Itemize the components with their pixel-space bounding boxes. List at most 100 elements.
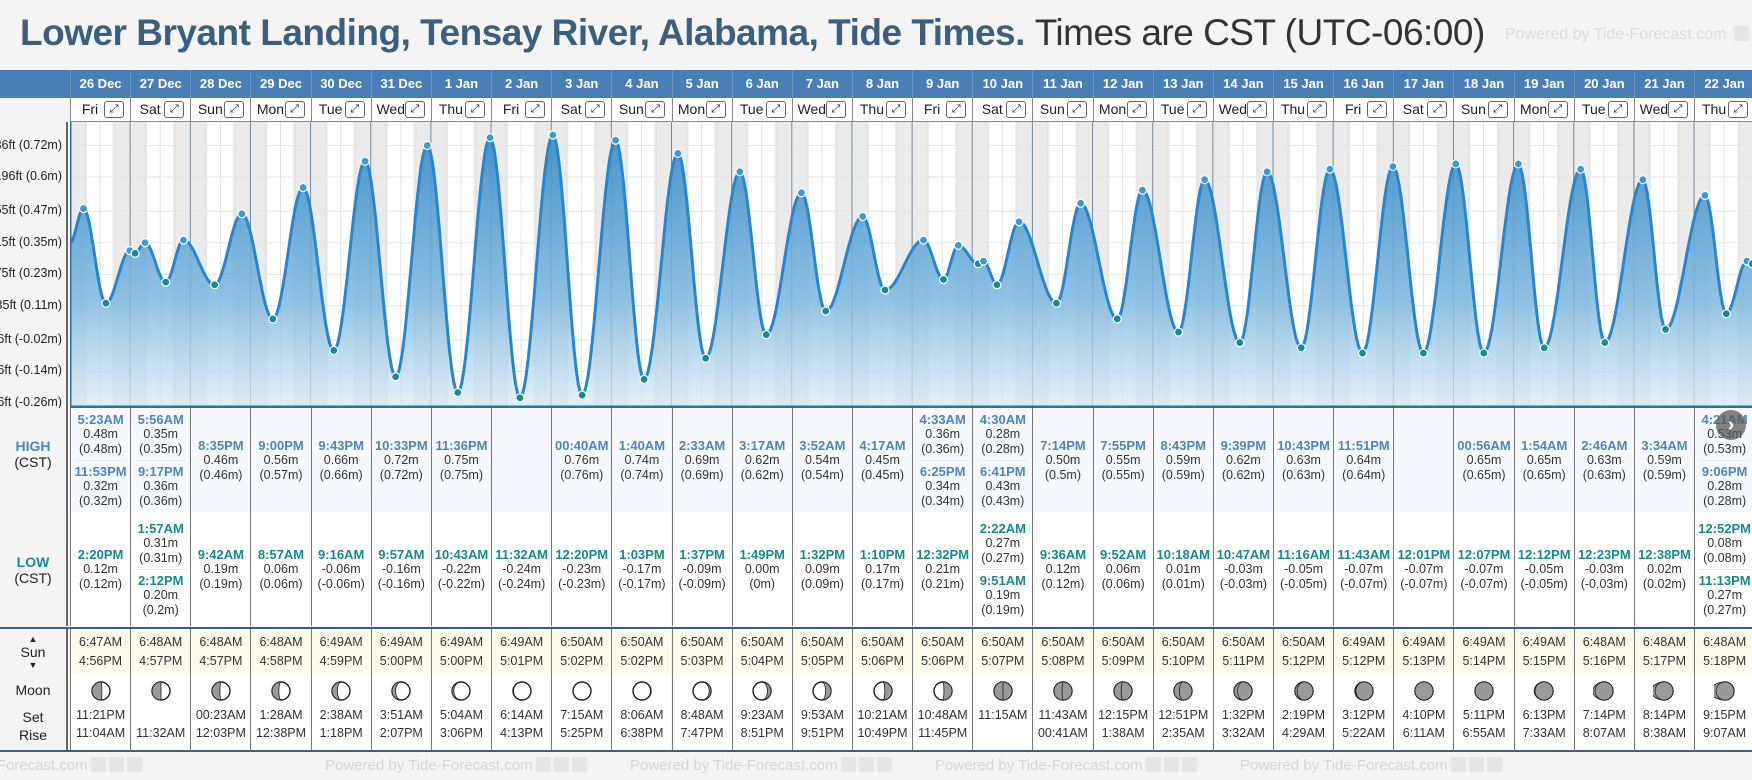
tide-height-alt: (-0.24m) <box>498 576 546 591</box>
boat-logo-icon <box>1181 757 1197 772</box>
low-tide-point <box>938 274 949 285</box>
powered-by-footer-link[interactable]: Powered by Tide-Forecast.com <box>630 757 892 774</box>
expand-day-button[interactable]: ⤢ <box>1186 101 1207 118</box>
expand-day-button[interactable]: ⤢ <box>1367 101 1388 118</box>
tide-time: 6:41PM <box>980 463 1026 479</box>
low-tz-label: (CST) <box>14 570 52 586</box>
moonset-time: 3:51AM <box>379 708 423 722</box>
day-cell: Sun ⤢ <box>1453 98 1514 122</box>
tide-height: 0.12m <box>83 561 118 576</box>
date-cell: 27 Dec <box>130 70 190 98</box>
date-cell: 12 Jan <box>1092 70 1153 98</box>
expand-day-button[interactable]: ⤢ <box>1547 101 1568 118</box>
weekday-label: Wed <box>1218 101 1248 117</box>
expand-day-button[interactable]: ⤢ <box>224 101 245 118</box>
expand-day-button[interactable]: ⤢ <box>825 101 846 118</box>
tide-time: 2:33AM <box>678 437 726 453</box>
tide-height-alt: (0.34m) <box>921 493 965 508</box>
expand-day-button[interactable]: ⤢ <box>1487 101 1508 118</box>
sunset-time: 5:06PM <box>860 654 905 668</box>
highs-tide-entry: 9:39PM 0.62m (0.62m) <box>1214 438 1273 483</box>
tide-height: -0.09m <box>682 561 722 576</box>
tide-time: 1:03PM <box>619 546 665 562</box>
expand-day-button[interactable]: ⤢ <box>946 101 967 118</box>
powered-by-link[interactable]: Powered by Tide-Forecast.com <box>1505 26 1752 44</box>
moonset-time: 5:04AM <box>439 708 483 722</box>
expand-day-button[interactable]: ⤢ <box>1246 101 1267 118</box>
tide-height: 0.19m <box>985 587 1021 602</box>
expand-day-button[interactable]: ⤢ <box>1607 101 1628 118</box>
expand-day-button[interactable]: ⤢ <box>1126 101 1147 118</box>
expand-day-button[interactable]: ⤢ <box>1728 101 1749 118</box>
moonset-time: 8:06AM <box>620 708 664 722</box>
powered-by-footer-link[interactable]: Powered by Tide-Forecast.com <box>1240 757 1502 774</box>
sun-cell: 6:50AM 5:04PM <box>731 629 792 674</box>
sunrise-time: 6:50AM <box>800 635 844 649</box>
moonset-time: 12:51PM <box>1158 708 1209 722</box>
moonset-time: 3:12PM <box>1342 708 1386 722</box>
moonset-time: 10:48AM <box>917 708 968 722</box>
boat-logo-icon <box>1486 757 1502 772</box>
sunset-time: 5:18PM <box>1703 654 1747 668</box>
lows-tide-entry: 10:18AM 0.01m (0.01m) <box>1154 547 1213 592</box>
expand-day-button[interactable]: ⤢ <box>404 101 425 118</box>
lows-tide-list: 10:47AM -0.03m (-0.03m) <box>1214 512 1273 626</box>
moonrise-time <box>973 724 1032 742</box>
tide-height: 0.56m <box>263 452 299 467</box>
highs-tide-entry: 4:17AM 0.45m (0.45m) <box>853 438 912 483</box>
expand-day-button[interactable]: ⤢ <box>164 101 185 118</box>
weekday-label: Sun <box>618 101 644 117</box>
weekday-label: Thu <box>1701 101 1727 117</box>
tide-time: 9:57AM <box>378 546 425 562</box>
boat-logo-icon <box>876 757 892 772</box>
expand-day-button[interactable]: ⤢ <box>705 101 726 118</box>
moonset-time <box>131 706 190 724</box>
expand-day-button[interactable]: ⤢ <box>1427 101 1448 118</box>
expand-day-button[interactable]: ⤢ <box>465 101 486 118</box>
expand-day-button[interactable]: ⤢ <box>1066 101 1087 118</box>
tide-time: 11:16AM <box>1277 546 1330 562</box>
next-arrow-button[interactable]: › <box>1716 410 1746 440</box>
expand-day-button[interactable]: ⤢ <box>585 101 606 118</box>
expand-day-button[interactable]: ⤢ <box>645 101 666 118</box>
tide-time: 4:17AM <box>859 437 906 453</box>
low-tide-point <box>821 306 831 316</box>
tide-height-alt: (-0.09m) <box>678 576 726 591</box>
expand-day-button[interactable]: ⤢ <box>104 101 125 118</box>
powered-by-footer-text: Powered by Tide-Forecast.com <box>630 757 838 774</box>
expand-day-button[interactable]: ⤢ <box>886 101 907 118</box>
powered-by-footer-link[interactable]: Powered by Tide-Forecast.com <box>0 757 142 774</box>
tide-height-alt: (0.53m) <box>1703 441 1747 456</box>
tide-height: 0.00m <box>744 561 780 576</box>
tide-time: 12:12PM <box>1517 546 1571 562</box>
moon-cell: 6:14AM 4:13PM <box>491 674 552 750</box>
date-cell: 4 Jan <box>611 70 671 98</box>
tide-time: 2:12PM <box>137 572 184 588</box>
tide-height: -0.16m <box>381 561 421 576</box>
expand-day-button[interactable]: ⤢ <box>525 101 546 118</box>
sunrise-time: 6:49AM <box>1522 635 1566 649</box>
expand-day-button[interactable]: ⤢ <box>765 101 786 118</box>
moon-cell: 2:19PM 4:29AM <box>1273 674 1334 750</box>
lows-tide-entry: 9:36AM 0.12m (0.12m) <box>1033 547 1092 592</box>
tide-height: 0.43m <box>985 478 1021 493</box>
moon-cell: 1:32PM 3:32AM <box>1212 674 1273 750</box>
day-cell: Tue ⤢ <box>1573 98 1634 122</box>
expand-day-button[interactable]: ⤢ <box>284 101 305 118</box>
powered-by-footer-link[interactable]: Powered by Tide-Forecast.com <box>935 757 1197 774</box>
powered-by-footer-link[interactable]: Powered by Tide-Forecast.com <box>325 757 587 774</box>
sunrise-time: 6:49AM <box>319 635 363 649</box>
lows-tide-cell: 2:20PM 0.12m (0.12m) <box>70 512 131 626</box>
lows-tide-entry: 9:52AM 0.06m (0.06m) <box>1094 547 1153 592</box>
expand-day-button[interactable]: ⤢ <box>1668 101 1689 118</box>
weekday-label: Wed <box>1639 101 1669 117</box>
highs-tide-cell: 7:55PM 0.55m (0.55m) <box>1092 408 1153 512</box>
expand-day-button[interactable]: ⤢ <box>344 101 365 118</box>
lows-tide-list: 9:16AM -0.06m (-0.06m) <box>312 512 371 626</box>
y-tick-label: -0.86ft (-0.26m) <box>0 395 62 408</box>
expand-day-button[interactable]: ⤢ <box>1307 101 1328 118</box>
expand-day-button[interactable]: ⤢ <box>1006 101 1027 118</box>
sunrise-time: 6:50AM <box>1161 635 1205 649</box>
highs-tide-cell: 10:43PM 0.63m (0.63m) <box>1273 408 1334 512</box>
day-cell: Thu ⤢ <box>430 98 492 122</box>
